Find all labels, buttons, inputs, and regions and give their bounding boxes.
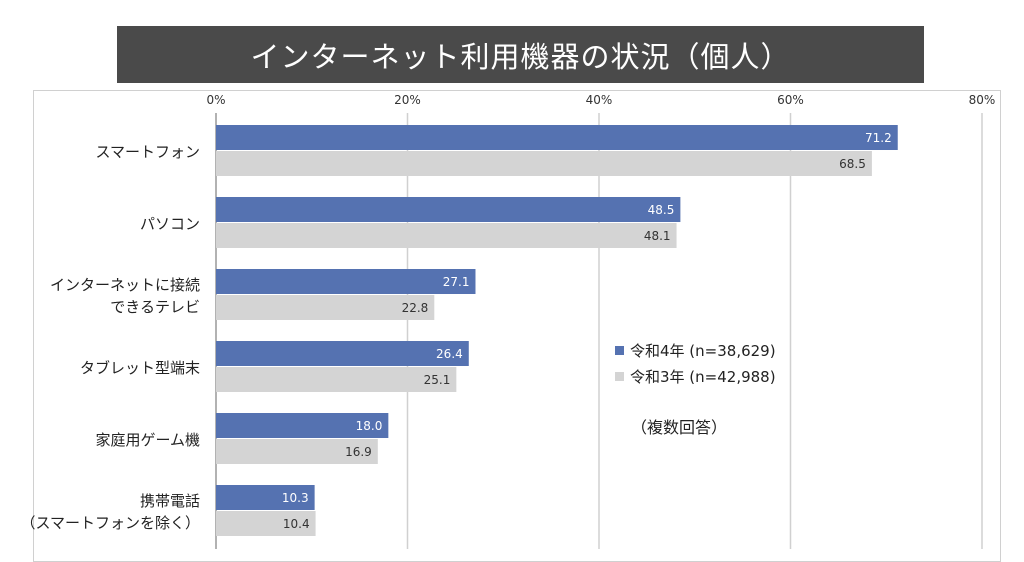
category-label: インターネットに接続 — [50, 276, 200, 294]
data-label: 10.4 — [283, 517, 310, 531]
bar-chart: 0% 20% 40% 60% 80% 71.2 68.5 スマートフォン 48.5 48.1 パソコ… — [20, 93, 996, 549]
data-label: 48.1 — [644, 229, 671, 243]
legend-label-r4: 令和4年 (n=38,629) — [630, 342, 776, 360]
bar — [216, 223, 677, 248]
category-label: スマートフォン — [95, 143, 200, 161]
category-label: タブレット型端末 — [80, 359, 200, 377]
legend-label-r3: 令和3年 (n=42,988) — [630, 368, 776, 386]
data-label: 68.5 — [839, 157, 866, 171]
bar — [216, 151, 872, 176]
bar — [216, 511, 316, 536]
x-tick-label: 40% — [586, 93, 613, 107]
legend-swatch-r4 — [615, 346, 624, 355]
bar — [216, 439, 378, 464]
data-label: 26.4 — [436, 347, 463, 361]
bar — [216, 197, 681, 222]
bar — [216, 485, 315, 510]
data-label: 22.8 — [402, 301, 429, 315]
bar — [216, 367, 457, 392]
x-tick-label: 80% — [969, 93, 996, 107]
legend-item-r4: 令和4年 (n=38,629) — [615, 340, 776, 361]
category-label: （スマートフォンを除く） — [20, 514, 200, 532]
legend-swatch-r3 — [615, 372, 624, 381]
bar — [216, 125, 898, 150]
category-label: パソコン — [140, 215, 200, 233]
bar — [216, 413, 389, 438]
multiple-answer-note: （複数回答） — [631, 418, 728, 437]
x-tick-label: 0% — [206, 93, 225, 107]
x-tick-label: 20% — [394, 93, 421, 107]
bar — [216, 269, 476, 294]
data-label: 71.2 — [865, 131, 892, 145]
x-tick-label: 60% — [777, 93, 804, 107]
category-label: 携帯電話 — [140, 492, 200, 510]
data-label: 18.0 — [356, 419, 383, 433]
data-label: 10.3 — [282, 491, 309, 505]
data-label: 27.1 — [443, 275, 470, 289]
bar — [216, 341, 469, 366]
category-label: 家庭用ゲーム機 — [95, 431, 200, 449]
category-label: できるテレビ — [110, 298, 200, 316]
data-label: 48.5 — [648, 203, 675, 217]
bar — [216, 295, 435, 320]
chart-title: インターネット利用機器の状況（個人） — [117, 26, 924, 83]
data-label: 16.9 — [345, 445, 372, 459]
data-label: 25.1 — [424, 373, 451, 387]
legend-item-r3: 令和3年 (n=42,988) — [615, 366, 776, 387]
